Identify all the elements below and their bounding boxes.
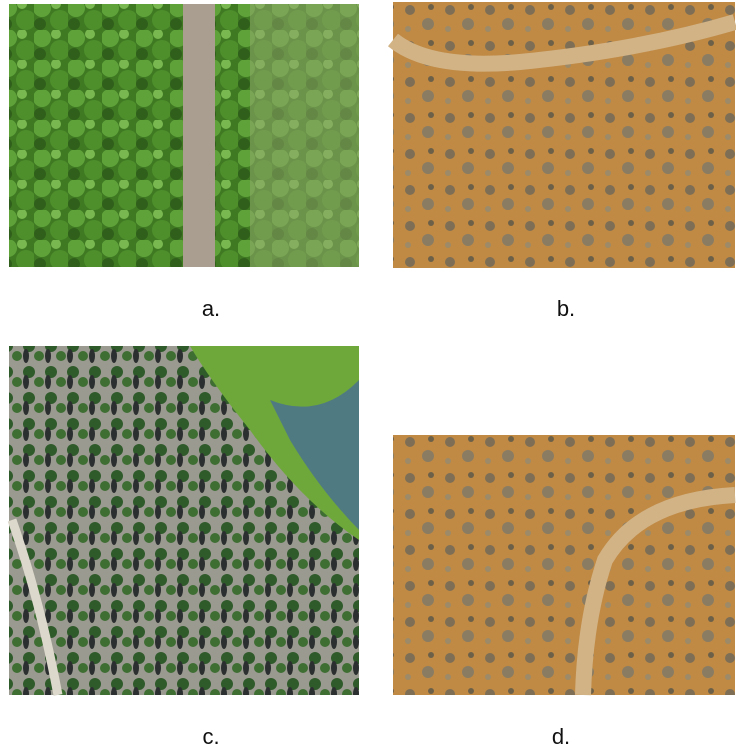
shrubland xyxy=(393,2,735,268)
road xyxy=(183,4,215,267)
road xyxy=(387,14,736,72)
road xyxy=(575,487,736,696)
image-b xyxy=(387,2,736,268)
water xyxy=(270,380,359,530)
panel-label: a. xyxy=(202,296,220,321)
panel-label: c. xyxy=(202,724,219,748)
wetland xyxy=(190,346,359,540)
image-d xyxy=(393,435,736,696)
meadow xyxy=(250,4,359,267)
road xyxy=(7,518,63,696)
image-c xyxy=(7,346,359,696)
image-a xyxy=(9,4,359,267)
panel-label: d. xyxy=(552,724,570,748)
shrubland xyxy=(393,435,735,695)
panel-label: b. xyxy=(557,296,575,321)
